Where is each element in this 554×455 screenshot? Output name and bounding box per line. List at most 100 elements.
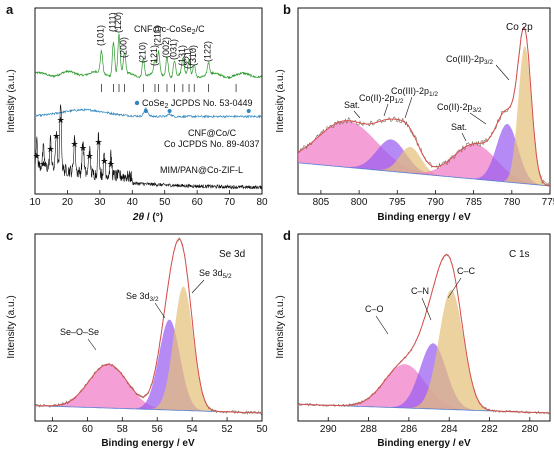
panel-c-peak-fill [35,364,262,413]
panel-d-tick-label: 288 [360,424,377,435]
panel-c-ylabel: Intensity (a.u.) [6,295,17,358]
zif-star-marker: ★ [79,143,87,153]
panel-c-tick-label: 60 [82,424,94,435]
panel-d-tick-label: 290 [320,424,337,435]
panel-b-tick-label: 780 [503,197,520,208]
panel-d-tick-label: 284 [441,424,458,435]
panel-d-ticks: 290 288 286 284 282 280 [320,417,539,435]
panel-b-tick-label: 785 [465,197,482,208]
panel-d-frame [297,233,551,422]
panel-c-tick-label: 54 [187,424,199,435]
zif-star-marker: ★ [57,115,65,125]
panel-d-peak-fill [298,343,550,413]
panel-d-title: C 1s [509,249,530,260]
panel-c-xlabel: Binding energy / eV [101,438,195,449]
zif-star-marker: ★ [71,139,79,149]
panel-b: b 805 800 795 790 785 780 775 Co 2p Sat. Co(II… [275,2,554,223]
panel-b-tick-label: 795 [389,197,406,208]
panel-a-frame [34,7,263,195]
peak-label: (122) [202,41,212,62]
label-c-c: C–C [457,266,476,276]
leader-c-c [447,277,462,299]
panel-letter-c: c [6,228,13,243]
panel-a-xlabel: 2θ / (°) [132,212,163,223]
zif-star-marker: ★ [39,159,47,169]
label-sat-right: Sat. [451,122,467,132]
panel-c-curves [34,237,263,416]
label-ref-cose2: CoSe2 JCPDS No. 53-0449 [142,98,252,110]
leader-sat-left [353,110,361,119]
label-se-o-se: Se–O–Se [60,327,99,337]
panel-c-tick-label: 50 [256,424,268,435]
panel-b-tick-label: 790 [427,197,444,208]
peak-label: (002) [161,37,171,58]
label-c-n: C–N [411,286,429,296]
zif-star-marker: ★ [85,151,93,161]
series-cnf-co-line [34,106,262,119]
leader-sat-right [461,132,467,142]
peak-label: (200) [119,37,129,58]
panel-d-curves [297,253,551,415]
panel-b-envelope-line [297,26,551,187]
panel-b-tick-label: 800 [351,197,368,208]
peak-label: (131) [177,45,187,66]
series-zif-line [34,104,263,190]
leader-se-3d32 [154,302,166,319]
zif-star-marker: ★ [52,131,60,141]
panel-c-ticks: 62 60 58 56 54 52 50 [47,417,268,435]
panel-a-ticks: 10 20 30 40 50 60 70 80 [29,190,268,208]
peak-label: (310) [188,45,198,66]
zif-star-marker: ★ [47,144,55,154]
panel-d-tick-label: 286 [401,424,418,435]
panel-a-ylabel: Intensity (a.u.) [6,69,17,132]
label-co3-2p12: Co(III)-2p1/2 [391,86,438,98]
panel-b-tick-label: 805 [313,197,330,208]
leader-c-n [421,297,432,321]
panel-c-tick-label: 58 [117,424,129,435]
panel-a-tick-label: 80 [256,197,268,208]
peak-label: (121) [149,45,159,66]
panel-d-xlabel: Binding energy / eV [377,438,471,449]
panel-b-baseline [297,162,551,187]
peak-label: (111) [107,12,117,32]
panel-a-tick-label: 70 [224,197,236,208]
panel-b-peak-fill [298,45,550,187]
panel-a-tick-label: 20 [62,197,74,208]
peak-label: (101) [95,25,105,46]
panel-b-xlabel: Binding energy / eV [377,212,471,223]
panel-a-reference-marks [101,84,251,113]
label-co2-2p32: Co(II)-2p3/2 [437,102,482,114]
panel-c-peak-fill [35,286,262,413]
leader-se-o-se [87,338,97,351]
label-sat-left: Sat. [344,100,360,110]
panel-b-title: Co 2p [506,22,533,33]
peak-label: (211) [153,26,163,46]
panel-b-peak-fill [298,147,550,186]
zif-star-marker: ★ [100,156,108,166]
panel-b-tick-label: 775 [542,197,554,208]
panel-b-curves [297,26,551,188]
label-cnf-cose2: CNF@c-CoSe2/C [134,24,205,36]
co-ref-dot [246,109,251,113]
panel-c-tick-label: 62 [47,424,59,435]
leader-co3-2p32 [495,64,510,81]
panel-b-frame [297,7,551,195]
panel-b-peak-fill [298,124,550,186]
panel-a-tick-label: 10 [29,197,41,208]
panel-a-tick-label: 30 [94,197,106,208]
peak-label: (031) [168,39,178,60]
label-cnf-co: CNF@Co/C [188,128,237,138]
label-co3-2p32: Co(III)-2p3/2 [446,54,493,66]
zif-star-marker: ★ [107,159,115,169]
peak-label: (120) [113,12,123,33]
label-c-o: C–O [365,304,384,314]
zif-star-marker: ★ [33,151,41,161]
leader-se-3d52 [191,279,205,294]
panel-a-peak-labels: (101)(111)(120) (200) (210) (121)(211)(002)… [95,12,212,69]
zif-star-marker: ★ [95,137,103,147]
label-ref-co: Co JCPDS No. 89-4037 [164,139,260,149]
panel-letter-a: a [6,2,14,17]
label-zif: MIM/PAN@Co-ZIF-L [160,165,243,175]
